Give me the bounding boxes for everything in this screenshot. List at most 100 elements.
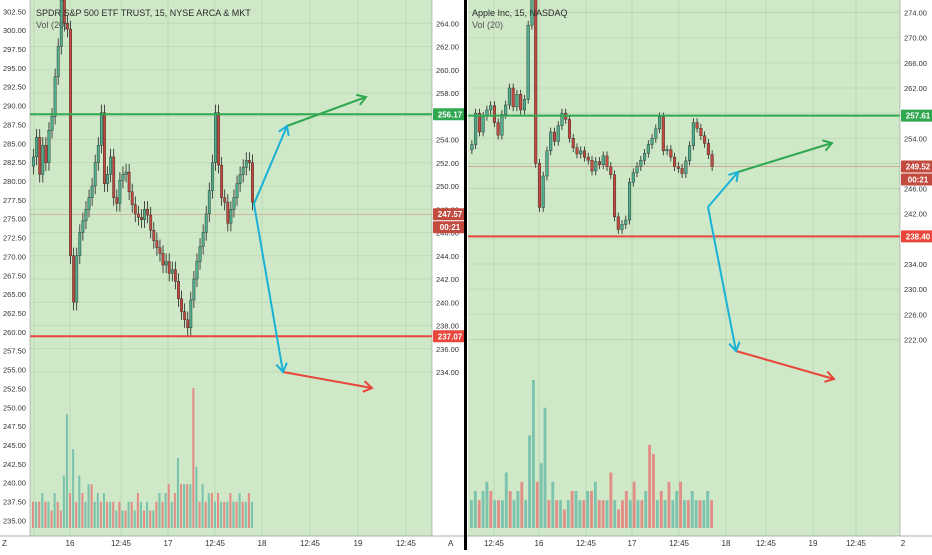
right-y-tick-label: 270.00 xyxy=(904,34,927,43)
left-volume-bar xyxy=(93,501,96,528)
left-volume-bar xyxy=(75,501,78,528)
right-candle xyxy=(575,147,579,155)
left-vol-label: Vol (20) xyxy=(36,20,68,30)
right-volume-bar xyxy=(652,454,655,528)
right-x-tick-label: 2 xyxy=(901,539,906,548)
left-volume-bar xyxy=(124,510,127,528)
right-candle xyxy=(556,125,560,142)
right-candle xyxy=(582,150,587,158)
right-volume-bar xyxy=(686,500,690,528)
right-candle xyxy=(691,122,695,147)
left-volume-bar xyxy=(81,493,84,528)
left-chart-title: SPDR S&P 500 ETF TRUST, 15, NYSE ARCA & … xyxy=(36,8,251,18)
right-candle xyxy=(639,160,643,167)
left-x-tick-label: 12:45 xyxy=(396,539,417,548)
left-candle xyxy=(192,278,196,301)
left-candle xyxy=(103,112,106,184)
left-y-tick-label: 236.00 xyxy=(436,345,459,354)
pane-divider xyxy=(464,0,467,550)
left-price-axis-label: 245.00 xyxy=(3,441,26,450)
right-y-tick-label: 274.00 xyxy=(904,9,927,18)
left-support-label: 237.07 xyxy=(438,332,463,341)
left-volume-bar xyxy=(180,484,183,528)
right-volume-bar xyxy=(570,491,574,528)
left-price-axis-label: 272.50 xyxy=(3,234,26,243)
right-volume-bar xyxy=(559,500,562,528)
right-candle xyxy=(616,216,620,230)
right-x-tick-label: 12:45 xyxy=(484,539,505,548)
right-volume-bar xyxy=(597,500,601,528)
left-volume-bar xyxy=(176,458,179,528)
left-candle xyxy=(195,261,199,280)
right-volume-bar xyxy=(477,500,481,528)
left-pane-background xyxy=(30,0,432,536)
left-candle xyxy=(124,171,128,175)
right-y-tick-label: 246.00 xyxy=(904,185,927,194)
right-candle xyxy=(661,116,665,152)
right-volume-bar xyxy=(586,491,590,528)
left-volume-bar xyxy=(161,501,164,528)
left-candle xyxy=(223,197,227,203)
right-candle xyxy=(541,175,545,208)
left-candle xyxy=(238,174,242,184)
right-volume-bar xyxy=(500,500,504,528)
left-volume-bar xyxy=(198,501,201,528)
left-candle xyxy=(146,209,150,216)
right-volume-bar xyxy=(640,500,644,528)
left-price-axis-label: 287.50 xyxy=(3,120,26,129)
right-volume-bar xyxy=(512,500,516,528)
right-volume-bar xyxy=(516,491,520,528)
right-candle xyxy=(620,224,624,230)
right-y-tick-label: 226.00 xyxy=(904,310,927,319)
right-volume-bar xyxy=(551,481,555,528)
right-volume-bar xyxy=(497,500,500,528)
right-candle xyxy=(522,99,526,111)
right-volume-bar xyxy=(539,463,543,528)
left-up-projection-head xyxy=(278,124,290,137)
right-volume-bar xyxy=(671,500,675,528)
right-volume-bar xyxy=(485,481,489,528)
left-candle xyxy=(152,229,156,241)
right-volume-bar xyxy=(562,509,566,528)
right-candle xyxy=(590,160,594,172)
left-volume-bar xyxy=(226,501,229,528)
left-x-tick-label: 19 xyxy=(354,539,363,548)
right-candle xyxy=(504,104,508,115)
left-y-tick-label: 264.00 xyxy=(436,19,459,28)
left-candle xyxy=(189,299,193,329)
left-volume-bar xyxy=(90,484,93,528)
right-last-price-label-bg xyxy=(901,160,932,173)
left-y-tick-label: 240.00 xyxy=(436,298,459,307)
left-volume-bar xyxy=(164,493,167,528)
right-y-tick-label: 234.00 xyxy=(904,260,927,269)
right-volume-bar xyxy=(690,491,694,528)
right-candle xyxy=(526,24,530,100)
right-candle xyxy=(624,219,628,225)
right-volume-bar xyxy=(504,472,508,528)
right-resistance-label: 257.61 xyxy=(906,112,931,121)
left-breakdown-arrow-head xyxy=(362,380,374,393)
right-breakout-arrow xyxy=(737,142,833,173)
right-candle xyxy=(571,138,575,148)
left-candle xyxy=(177,281,180,299)
right-candle xyxy=(665,149,669,152)
right-candle xyxy=(515,94,519,108)
left-candle xyxy=(112,156,116,198)
left-volume-bar xyxy=(155,501,158,528)
left-price-axis-label: 242.50 xyxy=(3,460,26,469)
left-volume-bar xyxy=(186,484,189,528)
left-volume-bar xyxy=(32,501,35,528)
left-volume-bar xyxy=(195,466,198,528)
left-volume-bar xyxy=(149,510,152,528)
left-volume-bar xyxy=(143,510,146,528)
right-candle xyxy=(477,112,481,133)
left-candle xyxy=(235,183,239,198)
left-price-axis-label: 297.50 xyxy=(3,45,26,54)
left-candle xyxy=(226,202,230,224)
left-volume-bar xyxy=(192,388,195,528)
right-candle xyxy=(695,122,699,129)
right-candle xyxy=(489,105,493,111)
left-price-axis-label: 290.00 xyxy=(3,102,26,111)
right-up-projection xyxy=(707,171,739,208)
